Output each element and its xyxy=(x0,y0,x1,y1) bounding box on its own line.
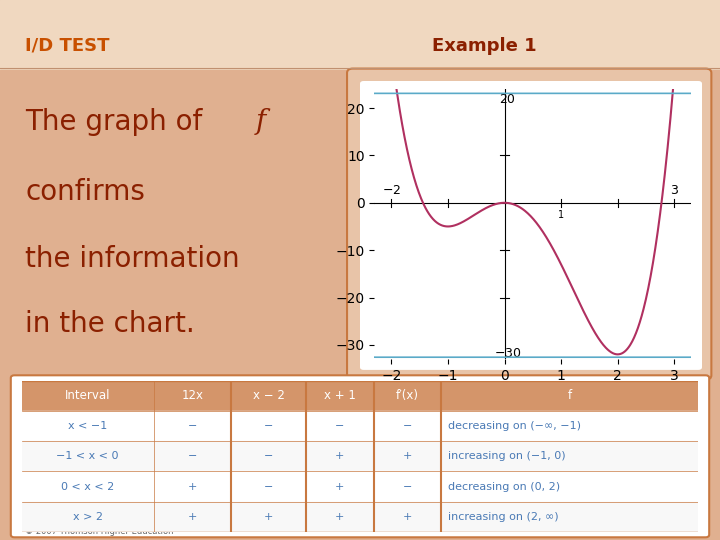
Text: 1: 1 xyxy=(558,210,564,220)
Text: x + 1: x + 1 xyxy=(324,389,356,402)
Bar xyxy=(0,0,720,70)
Text: decreasing on (−∞, −1): decreasing on (−∞, −1) xyxy=(448,421,581,431)
Text: +: + xyxy=(335,482,344,491)
Text: f′(x): f′(x) xyxy=(396,389,419,402)
FancyBboxPatch shape xyxy=(347,69,711,380)
Text: 20: 20 xyxy=(500,93,516,106)
Text: $-2$: $-2$ xyxy=(382,184,401,197)
Text: −: − xyxy=(402,482,412,491)
Text: −: − xyxy=(264,451,274,461)
Text: increasing on (2, ∞): increasing on (2, ∞) xyxy=(448,512,559,522)
Bar xyxy=(0,70,720,540)
Text: x − 2: x − 2 xyxy=(253,389,284,402)
Text: The graph of: The graph of xyxy=(25,107,212,136)
Text: +: + xyxy=(335,512,344,522)
Text: +: + xyxy=(264,512,274,522)
FancyBboxPatch shape xyxy=(360,81,702,370)
Text: −: − xyxy=(188,451,197,461)
Text: f: f xyxy=(568,389,572,402)
Bar xyxy=(22,441,698,471)
Text: x > 2: x > 2 xyxy=(73,512,102,522)
Text: 0 < x < 2: 0 < x < 2 xyxy=(61,482,114,491)
Text: 12x: 12x xyxy=(181,389,204,402)
Text: −: − xyxy=(188,421,197,431)
Text: 3: 3 xyxy=(670,184,678,197)
Text: +: + xyxy=(188,512,197,522)
Bar xyxy=(22,411,698,441)
Text: −: − xyxy=(402,421,412,431)
Text: I/D TEST: I/D TEST xyxy=(25,37,109,55)
Text: the information: the information xyxy=(25,245,240,273)
Bar xyxy=(22,381,698,411)
Text: decreasing on (0, 2): decreasing on (0, 2) xyxy=(448,482,560,491)
Text: x < −1: x < −1 xyxy=(68,421,107,431)
Text: in the chart.: in the chart. xyxy=(25,310,195,338)
Text: +: + xyxy=(402,451,412,461)
Text: −: − xyxy=(264,421,274,431)
Text: +: + xyxy=(188,482,197,491)
Text: +: + xyxy=(402,512,412,522)
Text: confirms: confirms xyxy=(25,178,145,206)
Bar xyxy=(22,471,698,502)
Text: f: f xyxy=(256,108,266,135)
Text: © 2007 Thomson Higher Education: © 2007 Thomson Higher Education xyxy=(25,526,174,536)
Text: Example 1: Example 1 xyxy=(432,37,536,55)
Text: Interval: Interval xyxy=(65,389,110,402)
Text: −: − xyxy=(335,421,344,431)
Text: −: − xyxy=(264,482,274,491)
Text: +: + xyxy=(335,451,344,461)
FancyBboxPatch shape xyxy=(11,375,709,537)
Bar xyxy=(22,502,698,532)
Text: $-30$: $-30$ xyxy=(494,347,521,360)
Text: increasing on (−1, 0): increasing on (−1, 0) xyxy=(448,451,566,461)
Text: −1 < x < 0: −1 < x < 0 xyxy=(56,451,119,461)
